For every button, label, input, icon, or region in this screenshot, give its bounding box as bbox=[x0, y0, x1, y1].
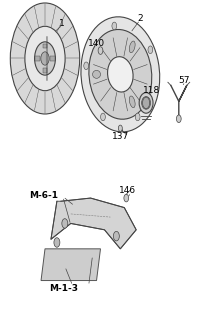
Ellipse shape bbox=[81, 17, 159, 132]
Circle shape bbox=[54, 238, 60, 247]
Bar bbox=[50, 56, 55, 61]
Circle shape bbox=[147, 46, 152, 53]
Ellipse shape bbox=[138, 92, 152, 113]
Ellipse shape bbox=[107, 57, 132, 92]
Text: 146: 146 bbox=[119, 186, 136, 195]
Text: 1: 1 bbox=[59, 19, 64, 28]
Circle shape bbox=[10, 3, 79, 114]
Ellipse shape bbox=[141, 97, 150, 109]
Circle shape bbox=[100, 113, 105, 121]
Text: 57: 57 bbox=[177, 76, 189, 84]
Polygon shape bbox=[41, 249, 100, 281]
Circle shape bbox=[62, 219, 67, 228]
Ellipse shape bbox=[129, 96, 134, 108]
Circle shape bbox=[41, 52, 49, 65]
Polygon shape bbox=[51, 198, 136, 249]
Circle shape bbox=[83, 62, 88, 70]
Circle shape bbox=[118, 125, 122, 132]
Text: 2: 2 bbox=[137, 14, 142, 23]
Ellipse shape bbox=[88, 29, 151, 119]
Circle shape bbox=[111, 22, 116, 30]
Ellipse shape bbox=[92, 70, 100, 78]
Circle shape bbox=[135, 113, 139, 121]
Circle shape bbox=[123, 194, 128, 202]
Circle shape bbox=[113, 231, 119, 241]
Circle shape bbox=[98, 47, 102, 54]
Text: 118: 118 bbox=[142, 86, 159, 95]
Text: M-6-1: M-6-1 bbox=[29, 191, 58, 200]
Bar bbox=[35, 56, 40, 61]
Text: 140: 140 bbox=[88, 39, 105, 48]
Bar bbox=[42, 44, 47, 49]
Bar bbox=[42, 68, 47, 73]
Text: M-1-3: M-1-3 bbox=[49, 284, 78, 293]
Ellipse shape bbox=[129, 41, 134, 53]
Text: 137: 137 bbox=[111, 132, 128, 141]
Circle shape bbox=[176, 115, 180, 123]
Circle shape bbox=[142, 97, 149, 108]
Circle shape bbox=[25, 26, 65, 91]
Circle shape bbox=[34, 42, 55, 75]
